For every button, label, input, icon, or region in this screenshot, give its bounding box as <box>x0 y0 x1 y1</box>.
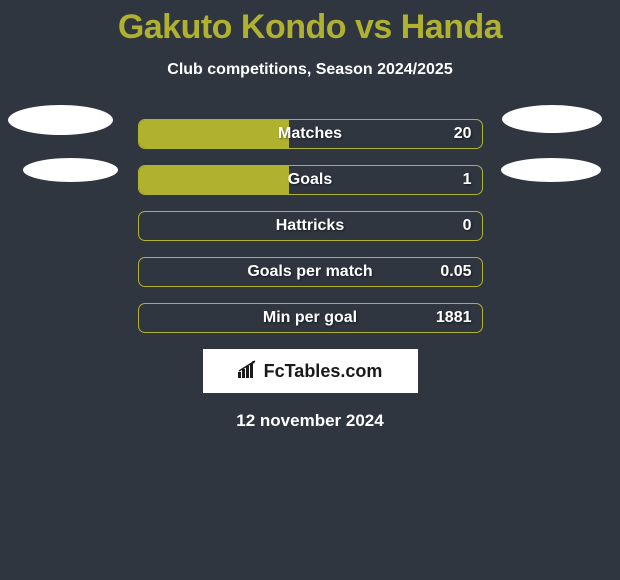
logo-box: FcTables.com <box>203 349 418 393</box>
comparison-chart: Matches 20 Goals 1 Hattricks 0 Goals per… <box>0 119 620 333</box>
player-marker-left-1 <box>8 105 113 135</box>
bar-label: Hattricks <box>139 212 482 240</box>
bar-label: Goals per match <box>139 258 482 286</box>
date-text: 12 november 2024 <box>0 411 620 431</box>
bar-label: Min per goal <box>139 304 482 332</box>
bar-label: Goals <box>139 166 482 194</box>
stat-bars: Matches 20 Goals 1 Hattricks 0 Goals per… <box>138 119 483 333</box>
player-marker-right-1 <box>502 105 602 133</box>
player-marker-left-2 <box>23 158 118 182</box>
bar-value: 0.05 <box>440 258 471 286</box>
stat-bar-goals: Goals 1 <box>138 165 483 195</box>
chart-bars-icon <box>238 360 260 383</box>
bar-label: Matches <box>139 120 482 148</box>
stat-bar-goals-per-match: Goals per match 0.05 <box>138 257 483 287</box>
bar-value: 0 <box>463 212 472 240</box>
stat-bar-hattricks: Hattricks 0 <box>138 211 483 241</box>
page-title: Gakuto Kondo vs Handa <box>0 0 620 47</box>
subtitle: Club competitions, Season 2024/2025 <box>0 61 620 79</box>
bar-value: 1881 <box>436 304 472 332</box>
logo-text: FcTables.com <box>264 361 383 382</box>
bar-value: 1 <box>463 166 472 194</box>
bar-value: 20 <box>454 120 472 148</box>
stat-bar-matches: Matches 20 <box>138 119 483 149</box>
stat-bar-min-per-goal: Min per goal 1881 <box>138 303 483 333</box>
fctables-logo: FcTables.com <box>238 360 383 383</box>
player-marker-right-2 <box>501 158 601 182</box>
